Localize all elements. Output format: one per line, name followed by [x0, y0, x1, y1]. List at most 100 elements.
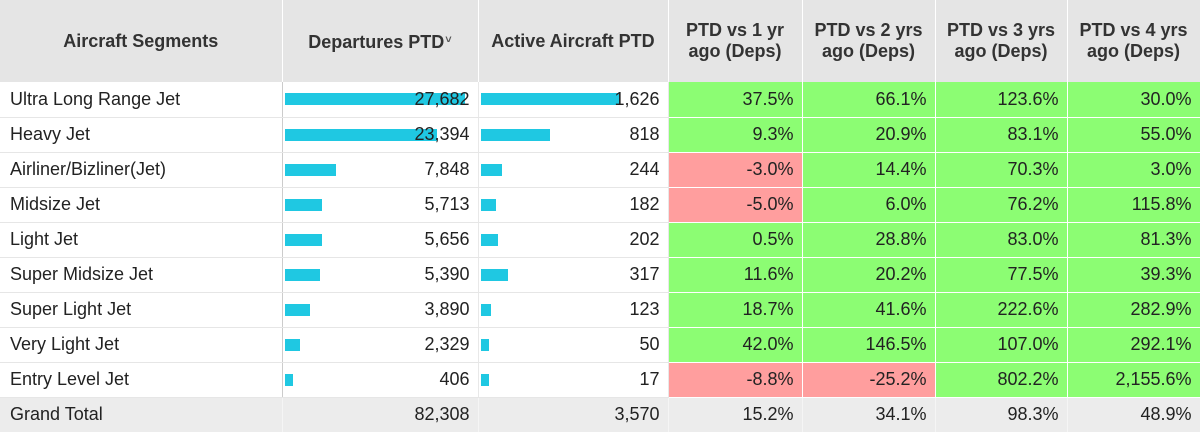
departures-cell: 3,890 — [282, 292, 479, 328]
segment-name: Super Light Jet — [0, 292, 283, 328]
vs1-change: 9.3% — [668, 117, 803, 153]
segment-name: Heavy Jet — [0, 117, 283, 153]
total-vs3: 98.3% — [935, 397, 1068, 432]
vs1-change: 37.5% — [668, 82, 803, 118]
departures-bar — [284, 93, 465, 106]
departures-cell: 5,656 — [282, 222, 479, 258]
active-cell: 202 — [478, 222, 669, 258]
table-row[interactable]: Super Light Jet 3,890 123 18.7% 41.6% 222.6% 2… — [0, 292, 1200, 328]
departures-bar — [284, 198, 322, 211]
departures-bar — [284, 268, 320, 281]
vs3-change: 76.2% — [935, 187, 1068, 223]
grand-total-row: Grand Total 82,308 3,570 15.2% 34.1% 98.… — [0, 397, 1200, 432]
header-departures[interactable]: Departures PTD˅ — [282, 0, 479, 82]
vs1-change: -8.8% — [668, 362, 803, 398]
vs3-change: 77.5% — [935, 257, 1068, 293]
active-value: 50 — [639, 334, 660, 354]
segment-name: Airliner/Bizliner(Jet) — [0, 152, 283, 188]
departures-cell: 406 — [282, 362, 479, 398]
vs4-change: 282.9% — [1067, 292, 1200, 328]
active-value: 818 — [629, 124, 660, 144]
departures-cell: 27,682 — [282, 82, 479, 118]
active-bar — [480, 233, 498, 246]
table-row[interactable]: Heavy Jet 23,394 818 9.3% 20.9% 83.1% 55.0% — [0, 117, 1200, 153]
active-value: 317 — [629, 264, 660, 284]
active-bar — [480, 268, 508, 281]
departures-cell: 23,394 — [282, 117, 479, 153]
departures-value: 406 — [439, 369, 470, 389]
table-row[interactable]: Ultra Long Range Jet 27,682 1,626 37.5% 66.1… — [0, 82, 1200, 118]
header-vs2-label: PTD vs 2 yrs ago (Deps) — [814, 20, 923, 61]
departures-value: 5,713 — [424, 194, 470, 214]
sort-desc-icon[interactable]: ˅ — [445, 33, 452, 46]
header-vs3-label: PTD vs 3 yrs ago (Deps) — [946, 20, 1056, 61]
header-vs1-label: PTD vs 1 yr ago (Deps) — [685, 20, 785, 61]
departures-cell: 5,713 — [282, 187, 479, 223]
vs4-change: 55.0% — [1067, 117, 1200, 153]
table-row[interactable]: Light Jet 5,656 202 0.5% 28.8% 83.0% 81.3% — [0, 222, 1200, 258]
active-cell: 17 — [478, 362, 669, 398]
vs2-change: -25.2% — [802, 362, 936, 398]
vs1-change: 18.7% — [668, 292, 803, 328]
active-cell: 50 — [478, 327, 669, 363]
vs1-change: 0.5% — [668, 222, 803, 258]
departures-cell: 7,848 — [282, 152, 479, 188]
header-vs-3yr[interactable]: PTD vs 3 yrs ago (Deps) — [935, 0, 1068, 82]
departures-value: 27,682 — [414, 88, 470, 109]
vs2-change: 41.6% — [802, 292, 936, 328]
active-value: 123 — [629, 299, 660, 319]
vs2-change: 146.5% — [802, 327, 936, 363]
active-bar — [480, 373, 489, 386]
vs2-change: 20.9% — [802, 117, 936, 153]
active-value: 1,626 — [614, 88, 660, 109]
vs4-change: 115.8% — [1067, 187, 1200, 223]
header-vs-4yr[interactable]: PTD vs 4 yrs ago (Deps) — [1067, 0, 1200, 82]
departures-value: 7,848 — [424, 159, 470, 179]
active-value: 17 — [639, 369, 660, 389]
total-vs1: 15.2% — [668, 397, 803, 432]
active-bar — [480, 128, 550, 141]
active-cell: 818 — [478, 117, 669, 153]
header-segment[interactable]: Aircraft Segments — [0, 0, 283, 82]
total-vs2: 34.1% — [802, 397, 936, 432]
vs4-change: 39.3% — [1067, 257, 1200, 293]
table-row[interactable]: Midsize Jet 5,713 182 -5.0% 6.0% 76.2% 115.8% — [0, 187, 1200, 223]
vs4-change: 292.1% — [1067, 327, 1200, 363]
segment-name: Ultra Long Range Jet — [0, 82, 283, 118]
segment-name: Super Midsize Jet — [0, 257, 283, 293]
departures-value: 5,656 — [424, 229, 470, 249]
total-departures: 82,308 — [282, 397, 479, 432]
departures-bar — [284, 373, 293, 386]
vs2-change: 28.8% — [802, 222, 936, 258]
segment-name: Light Jet — [0, 222, 283, 258]
segment-name: Midsize Jet — [0, 187, 283, 223]
active-bar — [480, 93, 619, 106]
departures-value: 3,890 — [424, 299, 470, 319]
header-row: Aircraft Segments Departures PTD˅ Active… — [0, 0, 1200, 82]
vs3-change: 222.6% — [935, 292, 1068, 328]
vs2-change: 20.2% — [802, 257, 936, 293]
table-row[interactable]: Entry Level Jet 406 17 -8.8% -25.2% 802.2% 2,1… — [0, 362, 1200, 398]
table-row[interactable]: Very Light Jet 2,329 50 42.0% 146.5% 107.0% 29… — [0, 327, 1200, 363]
vs3-change: 107.0% — [935, 327, 1068, 363]
vs3-change: 83.0% — [935, 222, 1068, 258]
active-cell: 1,626 — [478, 82, 669, 118]
header-active-aircraft[interactable]: Active Aircraft PTD — [478, 0, 669, 82]
header-vs-1yr[interactable]: PTD vs 1 yr ago (Deps) — [668, 0, 803, 82]
active-cell: 244 — [478, 152, 669, 188]
vs1-change: 42.0% — [668, 327, 803, 363]
header-vs-2yr[interactable]: PTD vs 2 yrs ago (Deps) — [802, 0, 936, 82]
active-bar — [480, 303, 491, 316]
departures-bar — [284, 163, 336, 176]
departures-bar — [284, 303, 310, 316]
vs1-change: -3.0% — [668, 152, 803, 188]
table-row[interactable]: Super Midsize Jet 5,390 317 11.6% 20.2% 77.5%… — [0, 257, 1200, 293]
total-segment: Grand Total — [0, 397, 283, 432]
vs4-change: 30.0% — [1067, 82, 1200, 118]
vs3-change: 802.2% — [935, 362, 1068, 398]
active-cell: 123 — [478, 292, 669, 328]
vs3-change: 70.3% — [935, 152, 1068, 188]
total-vs4: 48.9% — [1067, 397, 1200, 432]
table-row[interactable]: Airliner/Bizliner(Jet) 7,848 244 -3.0% 14.4%… — [0, 152, 1200, 188]
vs2-change: 66.1% — [802, 82, 936, 118]
